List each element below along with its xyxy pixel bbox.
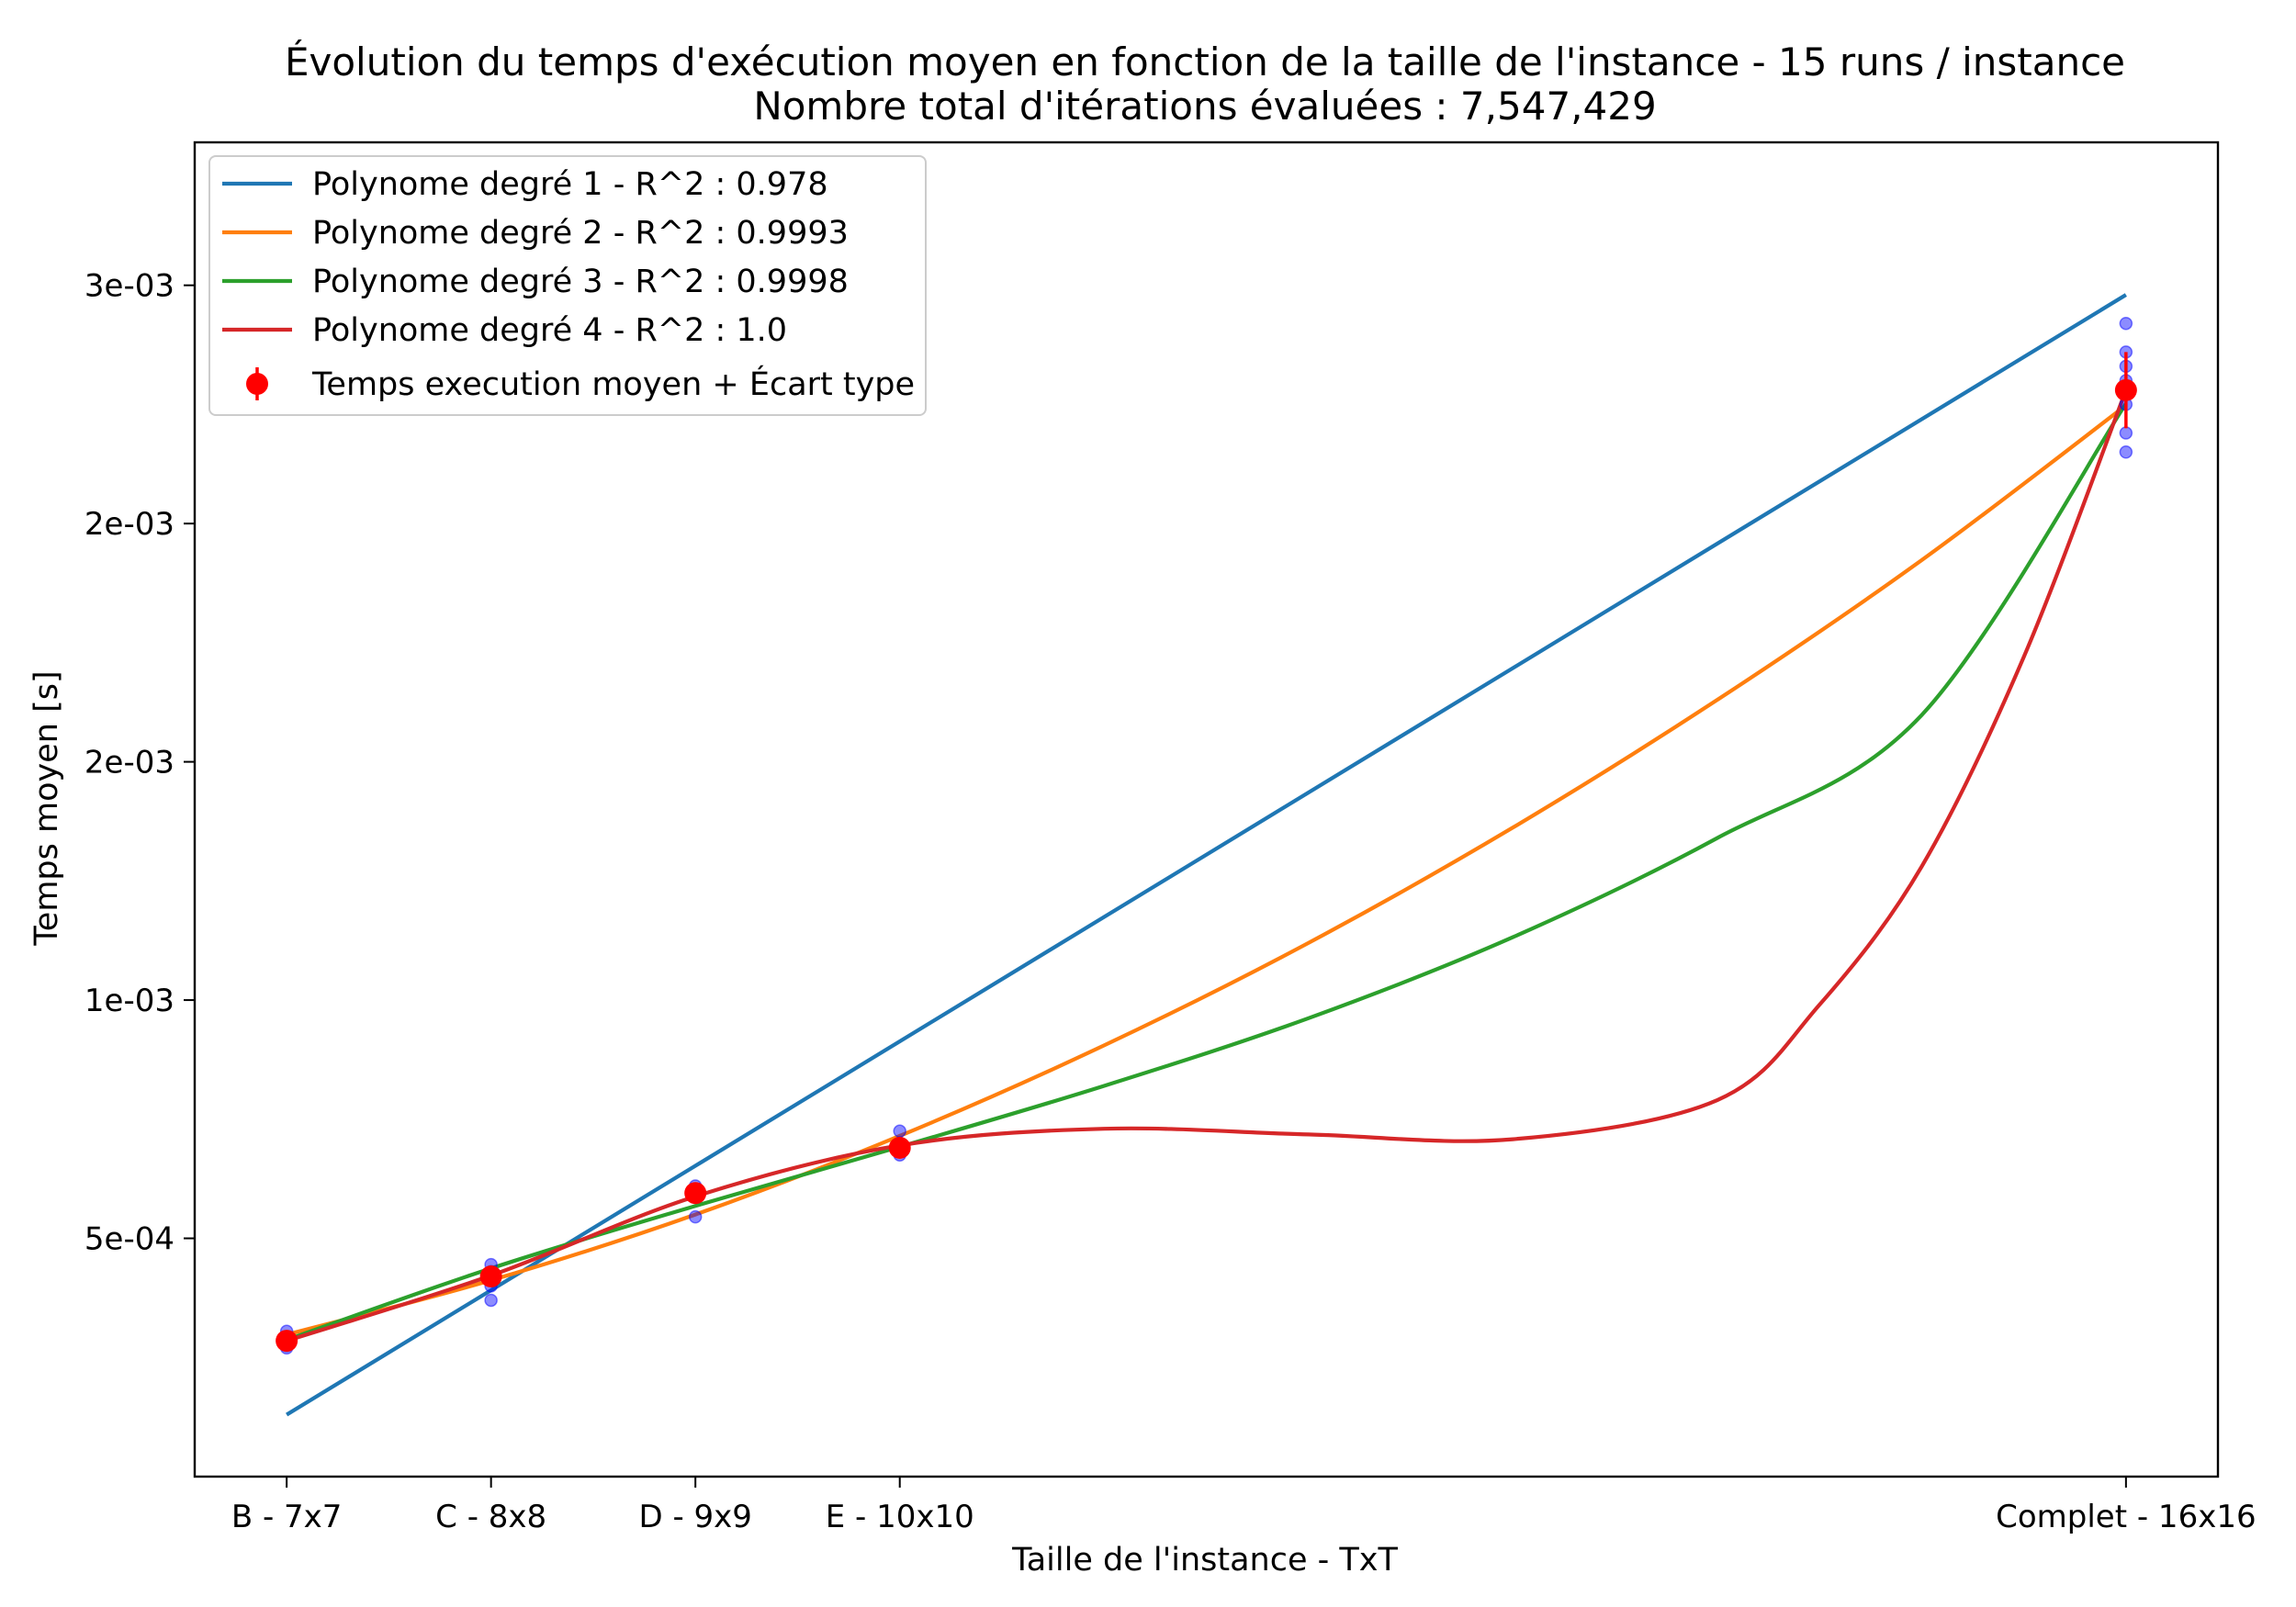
title-layer: Évolution du temps d'exécution moyen en … [285, 39, 2125, 129]
fit-curve-degree-2 [286, 403, 2128, 1337]
mean-point [479, 1265, 502, 1288]
mean-point [2114, 378, 2137, 401]
run-point [2119, 316, 2133, 331]
y-tick-label: 2e-03 [84, 745, 174, 781]
y-tick-label: 2e-03 [84, 506, 174, 543]
legend-entry-degree-2: Polynome degré 2 - R^2 : 0.9993 [312, 215, 849, 252]
legend-entry-degree-1: Polynome degré 1 - R^2 : 0.978 [312, 166, 828, 203]
run-point [688, 1209, 703, 1224]
fit-curve-degree-1 [286, 293, 2127, 1417]
legend: Polynome degré 1 - R^2 : 0.978 Polynome d… [208, 155, 927, 416]
legend-entry-degree-4: Polynome degré 4 - R^2 : 1.0 [312, 312, 787, 349]
mean-point [684, 1182, 707, 1205]
y-tick-label: 5e-04 [84, 1221, 174, 1258]
legend-entry-degree-3: Polynome degré 3 - R^2 : 0.9998 [312, 264, 849, 300]
legend-swatch-mean [246, 373, 268, 395]
x-axis-label: Taille de l'instance - TxT [1011, 1542, 1398, 1579]
x-tick-label: E - 10x10 [826, 1499, 974, 1535]
fit-curve-degree-4 [286, 389, 2128, 1343]
axes-layer: B - 7x7 C - 8x8 D - 9x9 E - 10x10 Complet - … [84, 268, 2257, 1535]
x-tick-label: C - 8x8 [435, 1499, 546, 1535]
x-tick-label: Complet - 16x16 [1996, 1499, 2256, 1535]
run-point [2119, 445, 2133, 459]
run-point [2119, 426, 2133, 440]
plot-layer [276, 293, 2137, 1417]
legend-entry-mean: Temps execution moyen + Écart type [311, 365, 915, 403]
chart-title: Évolution du temps d'exécution moyen en … [285, 39, 2125, 84]
x-tick-label: D - 9x9 [638, 1499, 751, 1535]
mean-point [888, 1136, 911, 1159]
x-tick-label: B - 7x7 [231, 1499, 343, 1535]
fit-curve-degree-3 [286, 402, 2128, 1343]
y-axis-label: Temps moyen [s] [28, 670, 65, 946]
run-point [484, 1293, 498, 1308]
y-tick-label: 3e-03 [84, 268, 174, 305]
y-tick-label: 1e-03 [84, 983, 174, 1019]
legend-box [208, 155, 927, 416]
mean-point [276, 1330, 298, 1353]
run-point [893, 1124, 906, 1139]
chart-subtitle: Nombre total d'itérations évaluées : 7,5… [753, 84, 1656, 129]
plot-frame [193, 140, 2220, 1478]
